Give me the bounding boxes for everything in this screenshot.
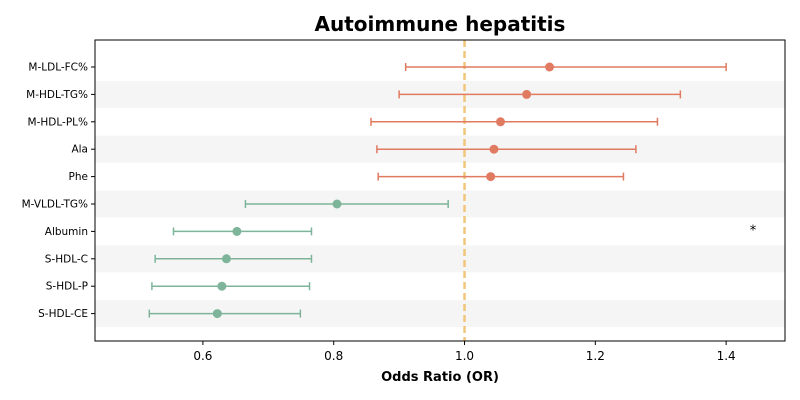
x-tick-label: 0.8 [324,349,343,363]
or-point [212,309,222,319]
x-tick-label: 1.2 [586,349,605,363]
or-point [486,172,496,182]
y-tick-label: S-HDL-C [45,253,88,265]
x-axis-label: Odds Ratio (OR) [381,370,499,385]
y-tick-labels: M-LDL-FC% M-HDL-TG% M-HDL-PL% Ala Phe M-VLDL-… [22,62,95,320]
y-tick-label: Albumin [45,226,88,238]
forest-row [377,172,625,182]
forest-row [148,309,302,319]
y-tick-label: S-HDL-CE [38,308,88,320]
plot-frame [94,39,786,342]
forest-row [154,254,313,264]
or-point [489,144,499,154]
or-point [545,62,555,72]
forest-row [404,62,727,72]
or-point [495,117,505,127]
data-rows: * [148,62,757,319]
forest-row [376,144,637,154]
y-tick-label: M-HDL-TG% [26,89,88,101]
or-point [232,226,242,236]
y-tick-label: Phe [69,171,88,183]
or-point [217,281,227,291]
y-tick-label: M-LDL-FC% [28,62,88,74]
or-point [522,89,532,99]
x-axis-ticks: 0.6 0.8 1.0 1.2 1.4 [193,341,736,363]
x-tick-label: 0.6 [193,349,212,363]
y-tick-label: Ala [71,144,88,156]
y-tick-label: S-HDL-P [46,281,88,293]
or-point [332,199,342,209]
or-point [221,254,231,264]
x-tick-label: 1.4 [717,349,736,363]
forest-row [151,281,311,291]
chart-title: Autoimmune hepatitis [315,12,566,36]
forest-row: * [172,223,757,238]
forest-row [398,89,682,99]
y-tick-label: M-HDL-PL% [28,116,88,128]
forest-row [370,117,659,127]
y-tick-label: M-VLDL-TG% [22,199,88,211]
significance-marker: * [750,223,757,238]
x-tick-label: 1.0 [455,349,474,363]
forest-row [244,199,449,209]
